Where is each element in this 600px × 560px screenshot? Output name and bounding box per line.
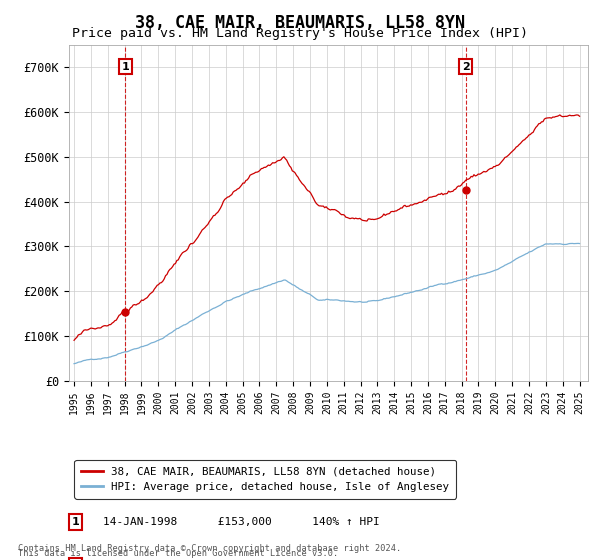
Text: 2: 2	[462, 62, 470, 72]
Text: Price paid vs. HM Land Registry's House Price Index (HPI): Price paid vs. HM Land Registry's House …	[72, 27, 528, 40]
Legend: 38, CAE MAIR, BEAUMARIS, LL58 8YN (detached house), HPI: Average price, detached: 38, CAE MAIR, BEAUMARIS, LL58 8YN (detac…	[74, 460, 456, 498]
Text: 14-JAN-1998      £153,000      140% ↑ HPI: 14-JAN-1998 £153,000 140% ↑ HPI	[103, 517, 379, 527]
Text: 38, CAE MAIR, BEAUMARIS, LL58 8YN: 38, CAE MAIR, BEAUMARIS, LL58 8YN	[135, 14, 465, 32]
Text: 1: 1	[121, 62, 129, 72]
Text: Contains HM Land Registry data © Crown copyright and database right 2024.: Contains HM Land Registry data © Crown c…	[18, 544, 401, 553]
Text: 1: 1	[71, 517, 79, 527]
Text: This data is licensed under the Open Government Licence v3.0.: This data is licensed under the Open Gov…	[18, 549, 338, 558]
